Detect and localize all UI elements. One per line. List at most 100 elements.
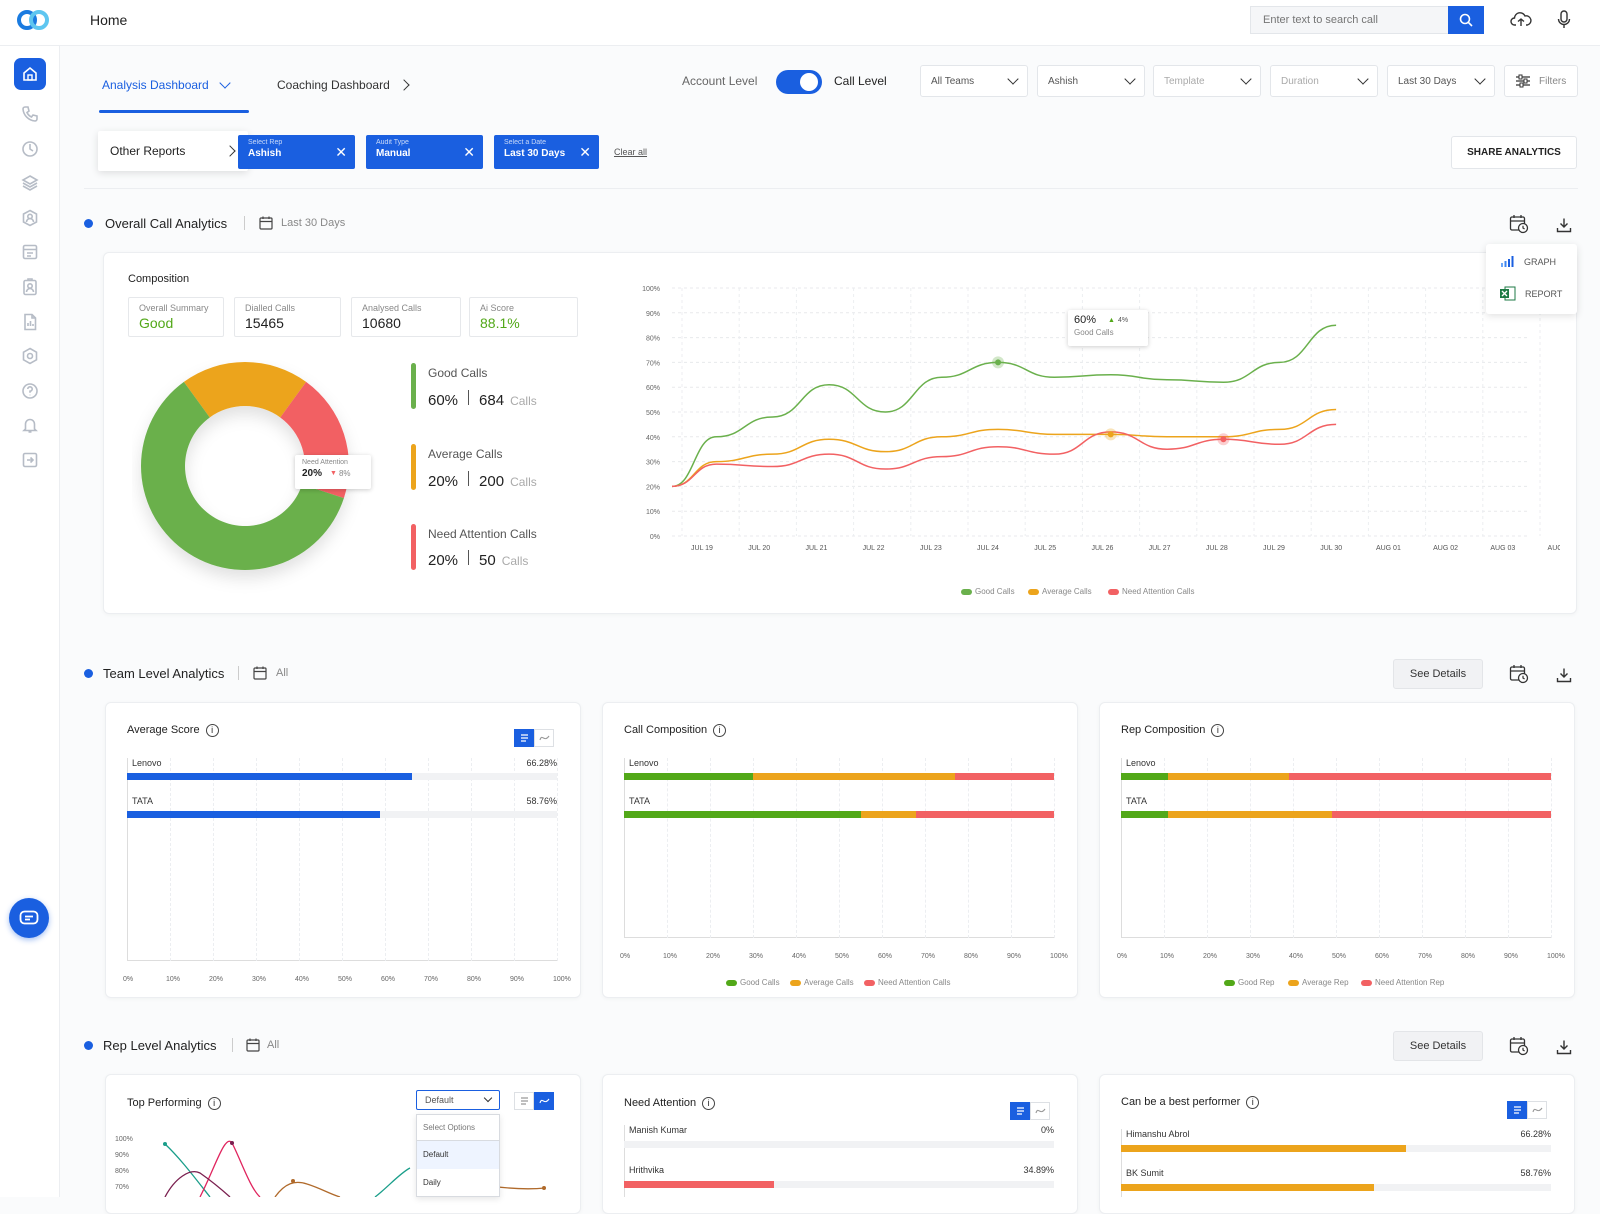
filters-button[interactable]: Filters	[1504, 65, 1578, 97]
separator	[232, 1038, 233, 1052]
grid-line	[1551, 758, 1552, 938]
option-default[interactable]: Default	[417, 1141, 499, 1169]
bar-track	[624, 1181, 1054, 1188]
bar-segment-good-calls	[624, 811, 861, 818]
period-dropdown[interactable]: Last 30 Days	[1387, 65, 1495, 97]
cloud-upload-icon[interactable]	[1510, 10, 1532, 33]
bar-segment-good-rep	[1121, 773, 1169, 780]
grid-line	[428, 758, 429, 961]
rep-dropdown[interactable]: Ashish	[1037, 65, 1145, 97]
tab-coaching-dashboard[interactable]: Coaching Dashboard	[277, 78, 410, 92]
download-icon[interactable]	[1556, 1039, 1572, 1060]
chart-axis-line	[1121, 1129, 1122, 1197]
sidebar-item-logout[interactable]	[17, 447, 43, 473]
search-button[interactable]	[1448, 6, 1484, 34]
schedule-icon[interactable]	[1509, 664, 1529, 689]
sidebar-item-settings[interactable]	[17, 343, 43, 369]
export-graph-option[interactable]: GRAPH	[1500, 256, 1556, 267]
list-view-icon[interactable]	[1507, 1101, 1527, 1119]
info-icon[interactable]: i	[1246, 1096, 1260, 1109]
list-view-icon[interactable]	[514, 1092, 534, 1110]
composition-title: Composition	[128, 273, 190, 285]
download-icon[interactable]	[1556, 667, 1572, 688]
teams-dropdown[interactable]: All Teams	[920, 65, 1028, 97]
filter-chip-audit[interactable]: Audit Type Manual ✕	[366, 135, 483, 169]
card-title-text: Can be a best performer	[1121, 1096, 1241, 1109]
microphone-icon[interactable]	[1557, 10, 1571, 35]
clear-all-link[interactable]: Clear all	[614, 147, 648, 157]
info-icon[interactable]: i	[1211, 724, 1225, 737]
layers-icon	[21, 175, 39, 191]
close-icon[interactable]: ✕	[463, 144, 475, 160]
template-dropdown[interactable]: Template	[1153, 65, 1261, 97]
info-icon[interactable]: i	[207, 1097, 221, 1110]
best-performer-title: Can be a best performer i	[1121, 1096, 1260, 1109]
sidebar-item-help[interactable]	[17, 378, 43, 404]
filter-chip-rep[interactable]: Select Rep Ashish ✕	[238, 135, 355, 169]
bar-segment-need-attention-rep	[1288, 773, 1551, 780]
sidebar-item-layers[interactable]	[17, 170, 43, 196]
download-icon[interactable]	[1556, 217, 1572, 238]
export-report-option[interactable]: REPORT	[1500, 286, 1562, 301]
duration-dropdown[interactable]: Duration	[1270, 65, 1378, 97]
need-attention-title: Need Attention i	[624, 1097, 716, 1110]
sidebar-item-contacts[interactable]	[17, 274, 43, 300]
app-logo[interactable]	[16, 9, 50, 31]
line-view-icon[interactable]	[1527, 1101, 1547, 1119]
sidebar-item-reports[interactable]	[17, 309, 43, 335]
stat-label: Ai Score	[480, 303, 515, 313]
info-icon[interactable]: i	[702, 1097, 716, 1110]
share-analytics-button[interactable]: SHARE ANALYTICS	[1451, 136, 1577, 169]
top-performing-select[interactable]: Default	[416, 1090, 500, 1110]
info-icon[interactable]: i	[205, 724, 219, 737]
chevron-down-icon	[1240, 73, 1252, 85]
team-see-details-button[interactable]: See Details	[1393, 659, 1483, 689]
sidebar-item-templates[interactable]	[17, 239, 43, 265]
legend-attention-calls: Need Attention Calls	[1108, 587, 1195, 596]
stat-dialled-calls: Dialled Calls 15465	[234, 297, 341, 337]
rep-composition-card	[1099, 702, 1575, 998]
legend-label: Need Attention Calls	[1122, 587, 1195, 596]
line-view-icon[interactable]	[1030, 1102, 1050, 1120]
sidebar-item-history[interactable]	[17, 136, 43, 162]
legend-good-calls: Good Calls	[726, 978, 780, 987]
row-label: Lenovo	[1126, 758, 1156, 768]
sidebar-item-calls[interactable]	[17, 101, 43, 127]
section-marker	[84, 669, 93, 678]
schedule-icon[interactable]	[1509, 1036, 1529, 1061]
close-icon[interactable]: ✕	[579, 144, 591, 160]
list-view-icon[interactable]	[1010, 1102, 1030, 1120]
rep-see-details-button[interactable]: See Details	[1393, 1031, 1483, 1061]
chevron-down-icon	[483, 1093, 493, 1103]
view-toggle[interactable]	[514, 1092, 554, 1110]
other-reports-menu[interactable]: Other Reports	[98, 131, 248, 171]
x-tick-label: 80%	[467, 976, 482, 983]
x-tick-label: 80%	[1461, 953, 1476, 960]
view-toggle[interactable]	[1010, 1102, 1050, 1120]
bar-segment-average-rep	[1168, 773, 1289, 780]
team-scope: All	[276, 667, 289, 679]
sidebar-item-home[interactable]	[14, 58, 46, 90]
line-view-icon[interactable]	[534, 1092, 554, 1110]
sidebar-item-notifications[interactable]	[17, 412, 43, 438]
tab-analysis-dashboard[interactable]: Analysis Dashboard	[102, 77, 231, 92]
close-icon[interactable]: ✕	[335, 144, 347, 160]
list-view-icon[interactable]	[514, 729, 534, 747]
filter-chip-date[interactable]: Select a Date Last 30 Days ✕	[494, 135, 599, 169]
level-toggle-switch[interactable]	[776, 70, 822, 94]
sliders-icon	[1516, 74, 1530, 88]
option-daily[interactable]: Daily	[423, 1178, 441, 1187]
line-view-icon[interactable]	[534, 729, 554, 747]
view-toggle[interactable]	[1507, 1101, 1547, 1119]
sidebar-item-users[interactable]	[17, 205, 43, 231]
x-tick-label: JUL 23	[920, 545, 942, 552]
y-tick: 70%	[115, 1184, 129, 1191]
chat-support-button[interactable]	[9, 898, 49, 938]
info-icon[interactable]: i	[713, 724, 727, 737]
schedule-icon[interactable]	[1509, 214, 1529, 239]
x-tick-label: 10%	[166, 976, 181, 983]
search-input[interactable]	[1250, 6, 1448, 34]
stat-value: 15465	[245, 315, 284, 331]
card-title-text: Call Composition	[624, 724, 708, 737]
view-toggle[interactable]	[514, 729, 554, 747]
